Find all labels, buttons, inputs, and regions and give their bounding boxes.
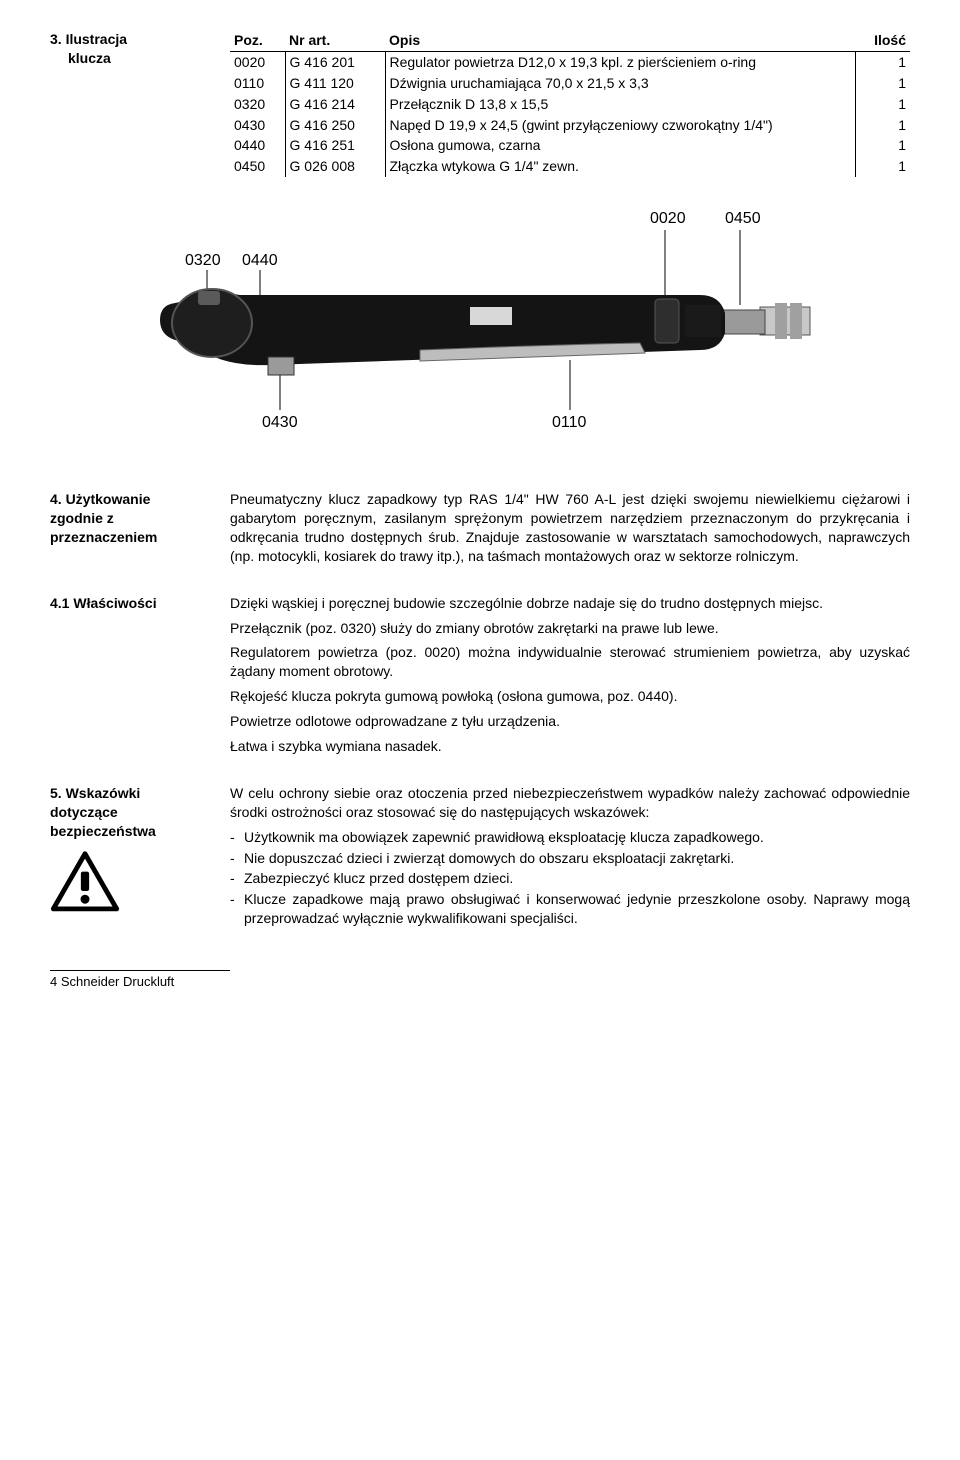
cell-poz: 0110 [230,73,285,94]
section4-1-label: 4.1 Właściwości [50,594,200,613]
section5-label-l2: dotyczące [50,804,118,820]
th-nr: Nr art. [285,30,385,51]
cell-nr: G 411 120 [285,73,385,94]
cell-opis: Napęd D 19,9 x 24,5 (gwint przyłączeniow… [385,115,855,136]
section5-bullet: Klucze zapadkowe mają prawo obsługiwać i… [230,890,910,928]
parts-table: Poz. Nr art. Opis Ilość 0020G 416 201Reg… [230,30,910,177]
cell-nr: G 026 008 [285,156,385,177]
th-poz: Poz. [230,30,285,51]
section4-1-para: Dzięki wąskiej i poręcznej budowie szcze… [230,594,910,613]
cell-ilosc: 1 [855,73,910,94]
section4-label-l1: 4. Użytkowanie [50,491,150,507]
cell-opis: Dźwignia uruchamiająca 70,0 x 21,5 x 3,3 [385,73,855,94]
cell-poz: 0430 [230,115,285,136]
warning-icon [50,851,120,913]
section5-label-l1: 5. Wskazówki [50,785,140,801]
section5-intro: W celu ochrony siebie oraz otoczenia prz… [230,784,910,822]
cell-opis: Osłona gumowa, czarna [385,135,855,156]
cell-ilosc: 1 [855,94,910,115]
callout-0020: 0020 [650,210,686,227]
callout-0320: 0320 [185,252,221,269]
section4-1-para: Rękojeść klucza pokryta gumową powłoką (… [230,687,910,706]
th-ilosc: Ilość [855,30,910,51]
section4-1-body: Dzięki wąskiej i poręcznej budowie szcze… [230,594,910,762]
section5-label: 5. Wskazówki dotyczące bezpieczeństwa [50,784,200,918]
cell-opis: Złączka wtykowa G 1/4" zewn. [385,156,855,177]
callout-0430: 0430 [262,414,298,431]
cell-ilosc: 1 [855,156,910,177]
section5-bullets: Użytkownik ma obowiązek zapewnić prawidł… [230,828,910,928]
section3-label-l1: 3. Ilustracja [50,31,127,47]
cell-poz: 0320 [230,94,285,115]
cell-poz: 0450 [230,156,285,177]
section5-bullet: Zabezpieczyć klucz przed dostępem dzieci… [230,869,910,888]
callout-0440: 0440 [242,252,278,269]
cell-ilosc: 1 [855,135,910,156]
table-row: 0020G 416 201Regulator powietrza D12,0 x… [230,51,910,72]
table-row: 0320G 416 214Przełącznik D 13,8 x 15,51 [230,94,910,115]
cell-ilosc: 1 [855,115,910,136]
section3-label: 3. Ilustracja klucza [50,30,200,68]
cell-opis: Regulator powietrza D12,0 x 19,3 kpl. z … [385,51,855,72]
th-opis: Opis [385,30,855,51]
tool-diagram: 0020 0450 0320 0440 0110 0430 [50,195,910,460]
cell-opis: Przełącznik D 13,8 x 15,5 [385,94,855,115]
table-row: 0450G 026 008Złączka wtykowa G 1/4" zewn… [230,156,910,177]
section4-label-l3: przeznaczeniem [50,529,157,545]
cell-nr: G 416 201 [285,51,385,72]
cell-ilosc: 1 [855,51,910,72]
cell-poz: 0020 [230,51,285,72]
cell-nr: G 416 214 [285,94,385,115]
section4-label-l2: zgodnie z [50,510,114,526]
section5-bullet: Użytkownik ma obowiązek zapewnić prawidł… [230,828,910,847]
section5-bullet: Nie dopuszczać dzieci i zwierząt domowyc… [230,849,910,868]
section4-label: 4. Użytkowanie zgodnie z przeznaczeniem [50,490,200,547]
table-row: 0430G 416 250Napęd D 19,9 x 24,5 (gwint … [230,115,910,136]
page-footer: 4 Schneider Druckluft [50,970,230,991]
section4-1-para: Powietrze odlotowe odprowadzane z tyłu u… [230,712,910,731]
table-row: 0440G 416 251Osłona gumowa, czarna1 [230,135,910,156]
table-row: 0110G 411 120Dźwignia uruchamiająca 70,0… [230,73,910,94]
callout-0450: 0450 [725,210,761,227]
section4-1-para: Regulatorem powietrza (poz. 0020) można … [230,643,910,681]
section5-label-l3: bezpieczeństwa [50,823,156,839]
section5-body: W celu ochrony siebie oraz otoczenia prz… [230,784,910,930]
section3-label-l2: klucza [50,50,111,66]
section4-body: Pneumatyczny klucz zapadkowy typ RAS 1/4… [230,490,910,566]
cell-nr: G 416 250 [285,115,385,136]
cell-nr: G 416 251 [285,135,385,156]
cell-poz: 0440 [230,135,285,156]
section4-1-para: Przełącznik (poz. 0320) służy do zmiany … [230,619,910,638]
section4-1-para: Łatwa i szybka wymiana nasadek. [230,737,910,756]
callout-0110: 0110 [552,414,587,431]
